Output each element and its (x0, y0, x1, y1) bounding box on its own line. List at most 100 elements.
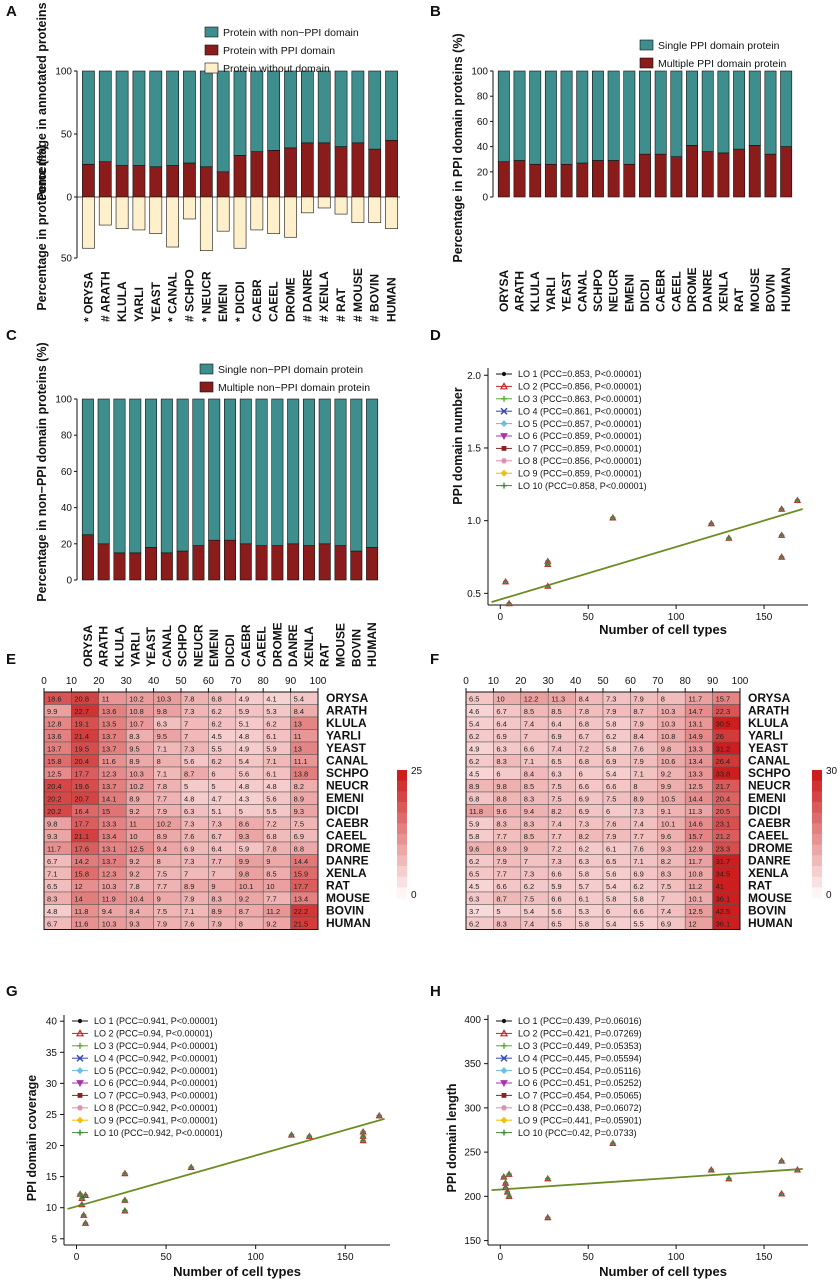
heatmap-cell-value: 4.1 (266, 695, 276, 704)
heatmap-cell-value: 13.5 (102, 720, 117, 729)
heatmap-cell-value: 8.2 (294, 782, 304, 791)
heatmap-cell-value: 8.3 (496, 757, 506, 766)
c-bar-series1 (350, 398, 363, 552)
a-bar-non-ppi (250, 70, 264, 152)
category-label: * DICDI (233, 281, 247, 322)
heatmap-row-label: YARLI (748, 729, 783, 743)
y-tick-label: 250 (464, 1148, 481, 1159)
heatmap-cell-value: 31.2 (716, 745, 731, 754)
heatmap-cell-value: 8.8 (496, 795, 506, 804)
panel-label-e: E (6, 651, 16, 668)
marker-dot (77, 1018, 83, 1024)
legend-label: LO 10 (PCC=0.942, P<0.00001) (94, 1128, 223, 1138)
heatmap-cell-value: 5.5 (266, 807, 276, 816)
c-bar-series2 (129, 552, 142, 581)
category-label: DROME (270, 622, 284, 667)
heatmap-cell-value: 5.4 (524, 907, 534, 916)
x-tick-label: 50 (597, 676, 609, 687)
heatmap-cell-value: 9.2 (239, 895, 249, 904)
heatmap-cell-value: 10.3 (157, 695, 172, 704)
heatmap-cell-value: 13.7 (102, 782, 117, 791)
category-label: ORYSA (81, 624, 95, 667)
b-bar-series1 (748, 70, 761, 146)
heatmap-cell-value: 5.8 (606, 720, 616, 729)
c-bar-series2 (239, 543, 252, 581)
heatmap-cell-value: 14 (74, 895, 82, 904)
heatmap-cell-value: 7 (661, 895, 665, 904)
x-tick-label: 50 (583, 612, 595, 623)
heatmap-row-label: RAT (748, 879, 772, 893)
heatmap-cell-value: 8.2 (661, 857, 671, 866)
a-bar-non-ppi (98, 70, 112, 163)
a-bar-without-domain (149, 196, 163, 234)
c-bar-series1 (113, 398, 126, 554)
category-label: KLULA (112, 626, 126, 667)
color-scale-step (397, 812, 407, 824)
heatmap-border (465, 691, 741, 930)
heatmap-cell-value: 5.9 (239, 845, 249, 854)
c-bar-series1 (208, 398, 221, 541)
heatmap-cell-value: 6.8 (579, 757, 589, 766)
c-bar-series2 (366, 547, 379, 581)
heatmap-cell-value: 4.7 (211, 795, 221, 804)
heatmap-cell-value: 42.5 (716, 907, 731, 916)
heatmap-cell-value: 7 (184, 870, 188, 879)
heatmap-cell-value: 7.4 (551, 820, 561, 829)
x-tick-label: 50 (583, 1252, 595, 1263)
heatmap-cell-value: 13.7 (102, 857, 117, 866)
heatmap-cell-value: 8.3 (661, 870, 671, 879)
c-bar-series2 (192, 545, 205, 581)
c-bar-series2 (208, 539, 221, 581)
category-label: CAEBR (239, 624, 253, 667)
heatmap-cell-value: 5.8 (606, 745, 616, 754)
heatmap-cell-value: 6.3 (579, 857, 589, 866)
heatmap-cell-value: 5.3 (579, 907, 589, 916)
a-bar-without-domain (183, 196, 196, 220)
heatmap-cell-value: 21.2 (716, 832, 731, 841)
x-tick-label: 100 (668, 612, 685, 623)
heatmap-cell-value: 11.6 (102, 757, 116, 766)
heatmap-row-label: XENLA (748, 866, 789, 880)
heatmap-cell-value: 5.4 (606, 920, 616, 929)
heatmap-cell-value: 10.8 (129, 707, 144, 716)
panel-g-xlabel: Number of cell types (173, 1264, 301, 1279)
category-label: BOVIN (763, 274, 777, 312)
heatmap-cell-value: 7.3 (633, 807, 643, 816)
a-bar-ppi (233, 155, 247, 198)
y-tick-label: 1.5 (467, 443, 481, 454)
color-scale-step (812, 855, 822, 867)
category-label: MOUSE (334, 623, 348, 667)
heatmap-cell-value: 10.1 (661, 820, 676, 829)
y-tick-label: 0 (482, 193, 488, 204)
legend-label: LO 10 (PCC=0.858, P<0.00001) (518, 481, 647, 491)
b-bar-series2 (513, 160, 526, 198)
a-bar-non-ppi (334, 70, 348, 147)
a-bar-ppi (267, 150, 281, 198)
heatmap-cell-value: 9 (266, 857, 270, 866)
heatmap-cell-value: 5 (239, 807, 243, 816)
b-bar-series1 (701, 70, 714, 152)
heatmap-cell-value: 8.4 (633, 732, 643, 741)
category-label: * ORYSA (81, 271, 95, 322)
heatmap-cell-value: 8.3 (47, 895, 57, 904)
heatmap-cell-value: 6.2 (211, 720, 221, 729)
heatmap-cell-value: 14.4 (294, 857, 309, 866)
heatmap-cell-value: 20.4 (74, 757, 89, 766)
heatmap-cell-value: 8.4 (294, 707, 304, 716)
heatmap-cell-value: 15 (102, 807, 110, 816)
heatmap-cell-value: 19.6 (74, 782, 89, 791)
b-bar-series1 (544, 70, 557, 165)
marker-triangle (499, 1029, 509, 1037)
marker-star (501, 458, 507, 464)
heatmap-cell-value: 6.9 (606, 757, 616, 766)
a-bar-non-ppi (267, 70, 281, 151)
heatmap-cell-value: 10.8 (661, 732, 676, 741)
a-bar-without-domain (82, 196, 95, 249)
c-bar-series1 (239, 398, 252, 545)
heatmap-cell-value: 22.2 (294, 907, 309, 916)
b-bar-series1 (529, 70, 542, 165)
heatmap-row-label: DROME (748, 841, 793, 855)
legend-swatch (199, 381, 214, 393)
heatmap-cell-value: 7 (184, 732, 188, 741)
